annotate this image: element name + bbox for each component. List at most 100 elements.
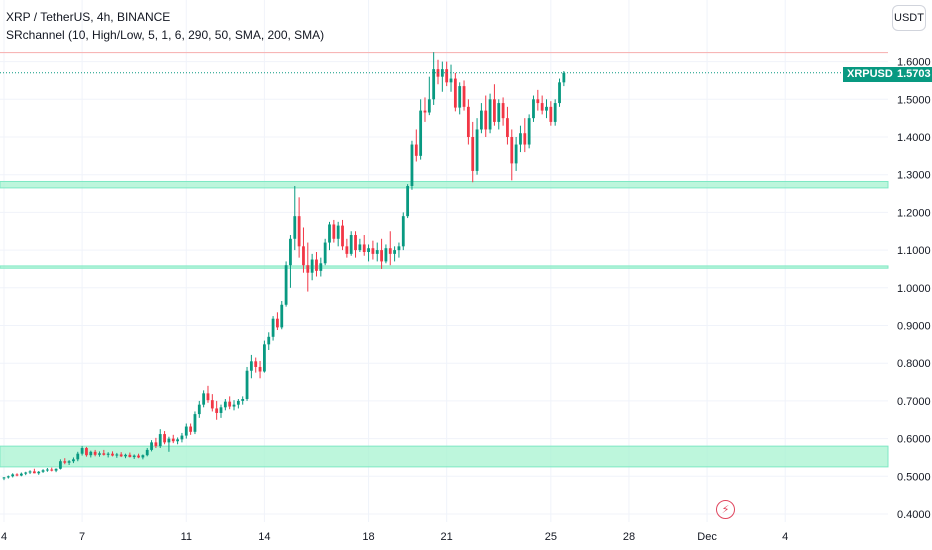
candle-body	[302, 246, 305, 266]
candle-body	[510, 137, 514, 164]
candle-body	[367, 248, 370, 252]
candle-body	[484, 110, 488, 130]
candle-body	[458, 86, 462, 108]
currency-button[interactable]: USDT	[892, 5, 926, 31]
candle-body	[297, 216, 301, 247]
candle-body	[210, 400, 214, 409]
candle-body	[124, 454, 127, 457]
candle-body	[228, 401, 232, 407]
candle-body	[410, 144, 414, 187]
candle-body	[72, 459, 75, 462]
candle-body	[28, 471, 32, 473]
candle-body	[89, 451, 93, 456]
lightning-icon[interactable]: ⚡	[716, 500, 735, 519]
last-price-label: 1.5703	[893, 67, 932, 82]
candle-body	[236, 400, 240, 405]
candle-body	[384, 248, 388, 262]
candle-body	[545, 106, 548, 111]
x-axis-tick-label: 21	[441, 531, 453, 543]
candle-body	[163, 434, 166, 443]
candle-body	[519, 133, 522, 145]
candle-body	[306, 265, 310, 273]
candle-body	[388, 248, 392, 254]
x-axis-tick-label: 7	[79, 531, 85, 543]
candle-body	[80, 448, 84, 454]
candle-body	[137, 455, 140, 458]
candle-body	[115, 454, 119, 456]
candle-body	[488, 99, 492, 130]
candle-body	[15, 474, 19, 476]
candle-body	[171, 438, 175, 442]
candle-body	[371, 248, 375, 254]
candle-body	[380, 250, 383, 262]
candle-body	[466, 106, 470, 137]
sr-zone	[0, 180, 889, 189]
candle-body	[128, 454, 132, 458]
candle-body	[223, 401, 227, 408]
x-axis-tick-label: 25	[545, 531, 557, 543]
candle-body	[46, 469, 49, 471]
candle-body	[553, 103, 557, 122]
indicator-label[interactable]: SRchannel (10, High/Low, 5, 1, 6, 290, 5…	[6, 28, 325, 42]
candle-body	[401, 216, 405, 247]
candle-body	[197, 404, 201, 415]
candle-body	[67, 461, 71, 463]
candle-body	[63, 461, 67, 463]
sr-zone	[0, 445, 889, 468]
candle-body	[219, 407, 223, 413]
candle-body	[393, 250, 396, 254]
y-axis-tick-label: 0.4000	[897, 509, 931, 521]
candle-body	[562, 72, 566, 83]
candle-body	[558, 82, 561, 104]
candle-body	[362, 244, 366, 252]
x-axis-tick-label: 4	[782, 531, 788, 543]
candle-body	[293, 216, 297, 239]
y-axis-tick-label: 0.9000	[897, 321, 931, 333]
candle-body	[319, 263, 323, 271]
candle-body	[497, 103, 501, 122]
x-axis-tick-label: 11	[181, 531, 192, 543]
candle-body	[310, 259, 314, 273]
candle-body	[150, 442, 153, 450]
candle-body	[419, 110, 423, 156]
candle-body	[345, 246, 349, 254]
candle-body	[549, 106, 553, 122]
candle-body	[141, 455, 145, 458]
candle-body	[41, 470, 45, 472]
candle-body	[54, 468, 58, 471]
candle-body	[514, 144, 518, 164]
candle-body	[323, 242, 327, 264]
y-axis-tick-label: 1.4000	[897, 132, 931, 144]
candle-body	[349, 235, 353, 254]
candle-body	[176, 439, 179, 442]
candle-body	[106, 453, 110, 455]
candle-body	[167, 438, 171, 443]
candle-body	[37, 471, 41, 474]
candle-body	[215, 408, 219, 413]
candle-body	[85, 448, 88, 456]
candle-body	[32, 471, 36, 474]
candle-body	[480, 110, 483, 130]
candle-body	[145, 449, 149, 456]
candle-body	[2, 477, 6, 479]
candle-body	[50, 469, 54, 471]
candle-body	[93, 451, 97, 455]
candle-body	[341, 225, 344, 247]
candle-body	[98, 453, 101, 455]
candle-body	[202, 393, 206, 405]
candle-body	[501, 103, 505, 119]
candle-body	[523, 133, 527, 145]
candle-body	[119, 454, 123, 457]
candle-body	[462, 86, 466, 107]
candle-body	[132, 455, 136, 458]
candle-body	[471, 137, 475, 171]
y-axis-tick-label: 1.1000	[897, 245, 931, 257]
candle-body	[11, 474, 15, 477]
candle-body	[354, 235, 357, 251]
candle-body	[427, 99, 431, 113]
x-axis-tick-label: 4	[1, 531, 7, 543]
x-axis-tick-label: 28	[623, 531, 635, 543]
candle-body	[158, 434, 162, 447]
candle-body	[206, 393, 210, 401]
